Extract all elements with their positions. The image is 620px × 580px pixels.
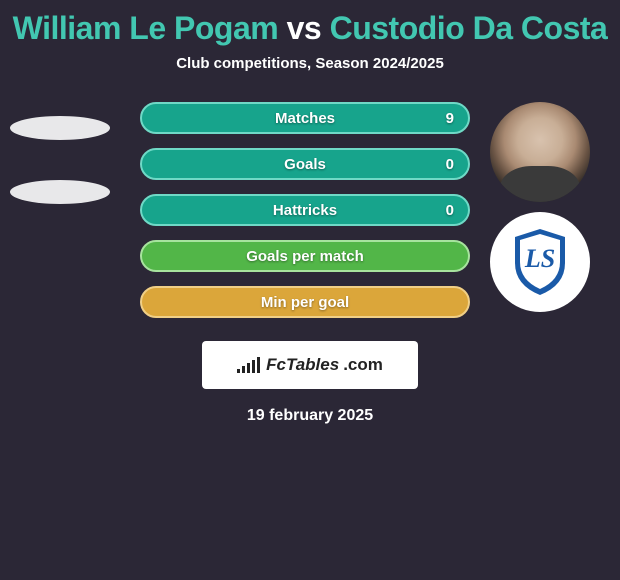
site-badge: FcTables.com (202, 341, 418, 389)
compare-area: Matches 9 Goals 0 Hattricks 0 Goals per match M… (0, 102, 620, 327)
club-shield-icon: LS (511, 227, 569, 297)
title-vs: vs (278, 10, 329, 46)
stat-value-right: 9 (446, 110, 454, 127)
stat-row: Hattricks 0 (140, 194, 470, 226)
right-player-column: LS (490, 102, 590, 322)
right-player-avatar (490, 102, 590, 202)
footer-date: 19 february 2025 (0, 407, 620, 425)
stat-label: Goals (284, 156, 326, 173)
title-player-b: Custodio Da Costa (330, 10, 608, 46)
stat-row: Goals per match (140, 240, 470, 272)
left-player-avatar-blank (10, 116, 110, 140)
comparison-title: William Le Pogam vs Custodio Da Costa (0, 0, 620, 47)
stat-label: Matches (275, 110, 335, 127)
stat-label: Goals per match (246, 248, 364, 265)
title-player-a: William Le Pogam (13, 10, 279, 46)
right-club-badge: LS (490, 212, 590, 312)
stat-label: Hattricks (273, 202, 337, 219)
left-player-column (10, 102, 110, 244)
stat-value-right: 0 (446, 156, 454, 173)
stat-row: Goals 0 (140, 148, 470, 180)
stat-row: Matches 9 (140, 102, 470, 134)
site-name: FcTables (266, 355, 339, 375)
stat-rows: Matches 9 Goals 0 Hattricks 0 Goals per match M… (140, 102, 470, 332)
stat-label: Min per goal (261, 294, 349, 311)
comparison-subtitle: Club competitions, Season 2024/2025 (0, 55, 620, 72)
site-suffix: .com (343, 355, 383, 375)
bars-icon (237, 357, 260, 373)
stat-value-right: 0 (446, 202, 454, 219)
stat-row: Min per goal (140, 286, 470, 318)
shield-letters: LS (524, 244, 555, 273)
left-club-badge-blank (10, 180, 110, 204)
